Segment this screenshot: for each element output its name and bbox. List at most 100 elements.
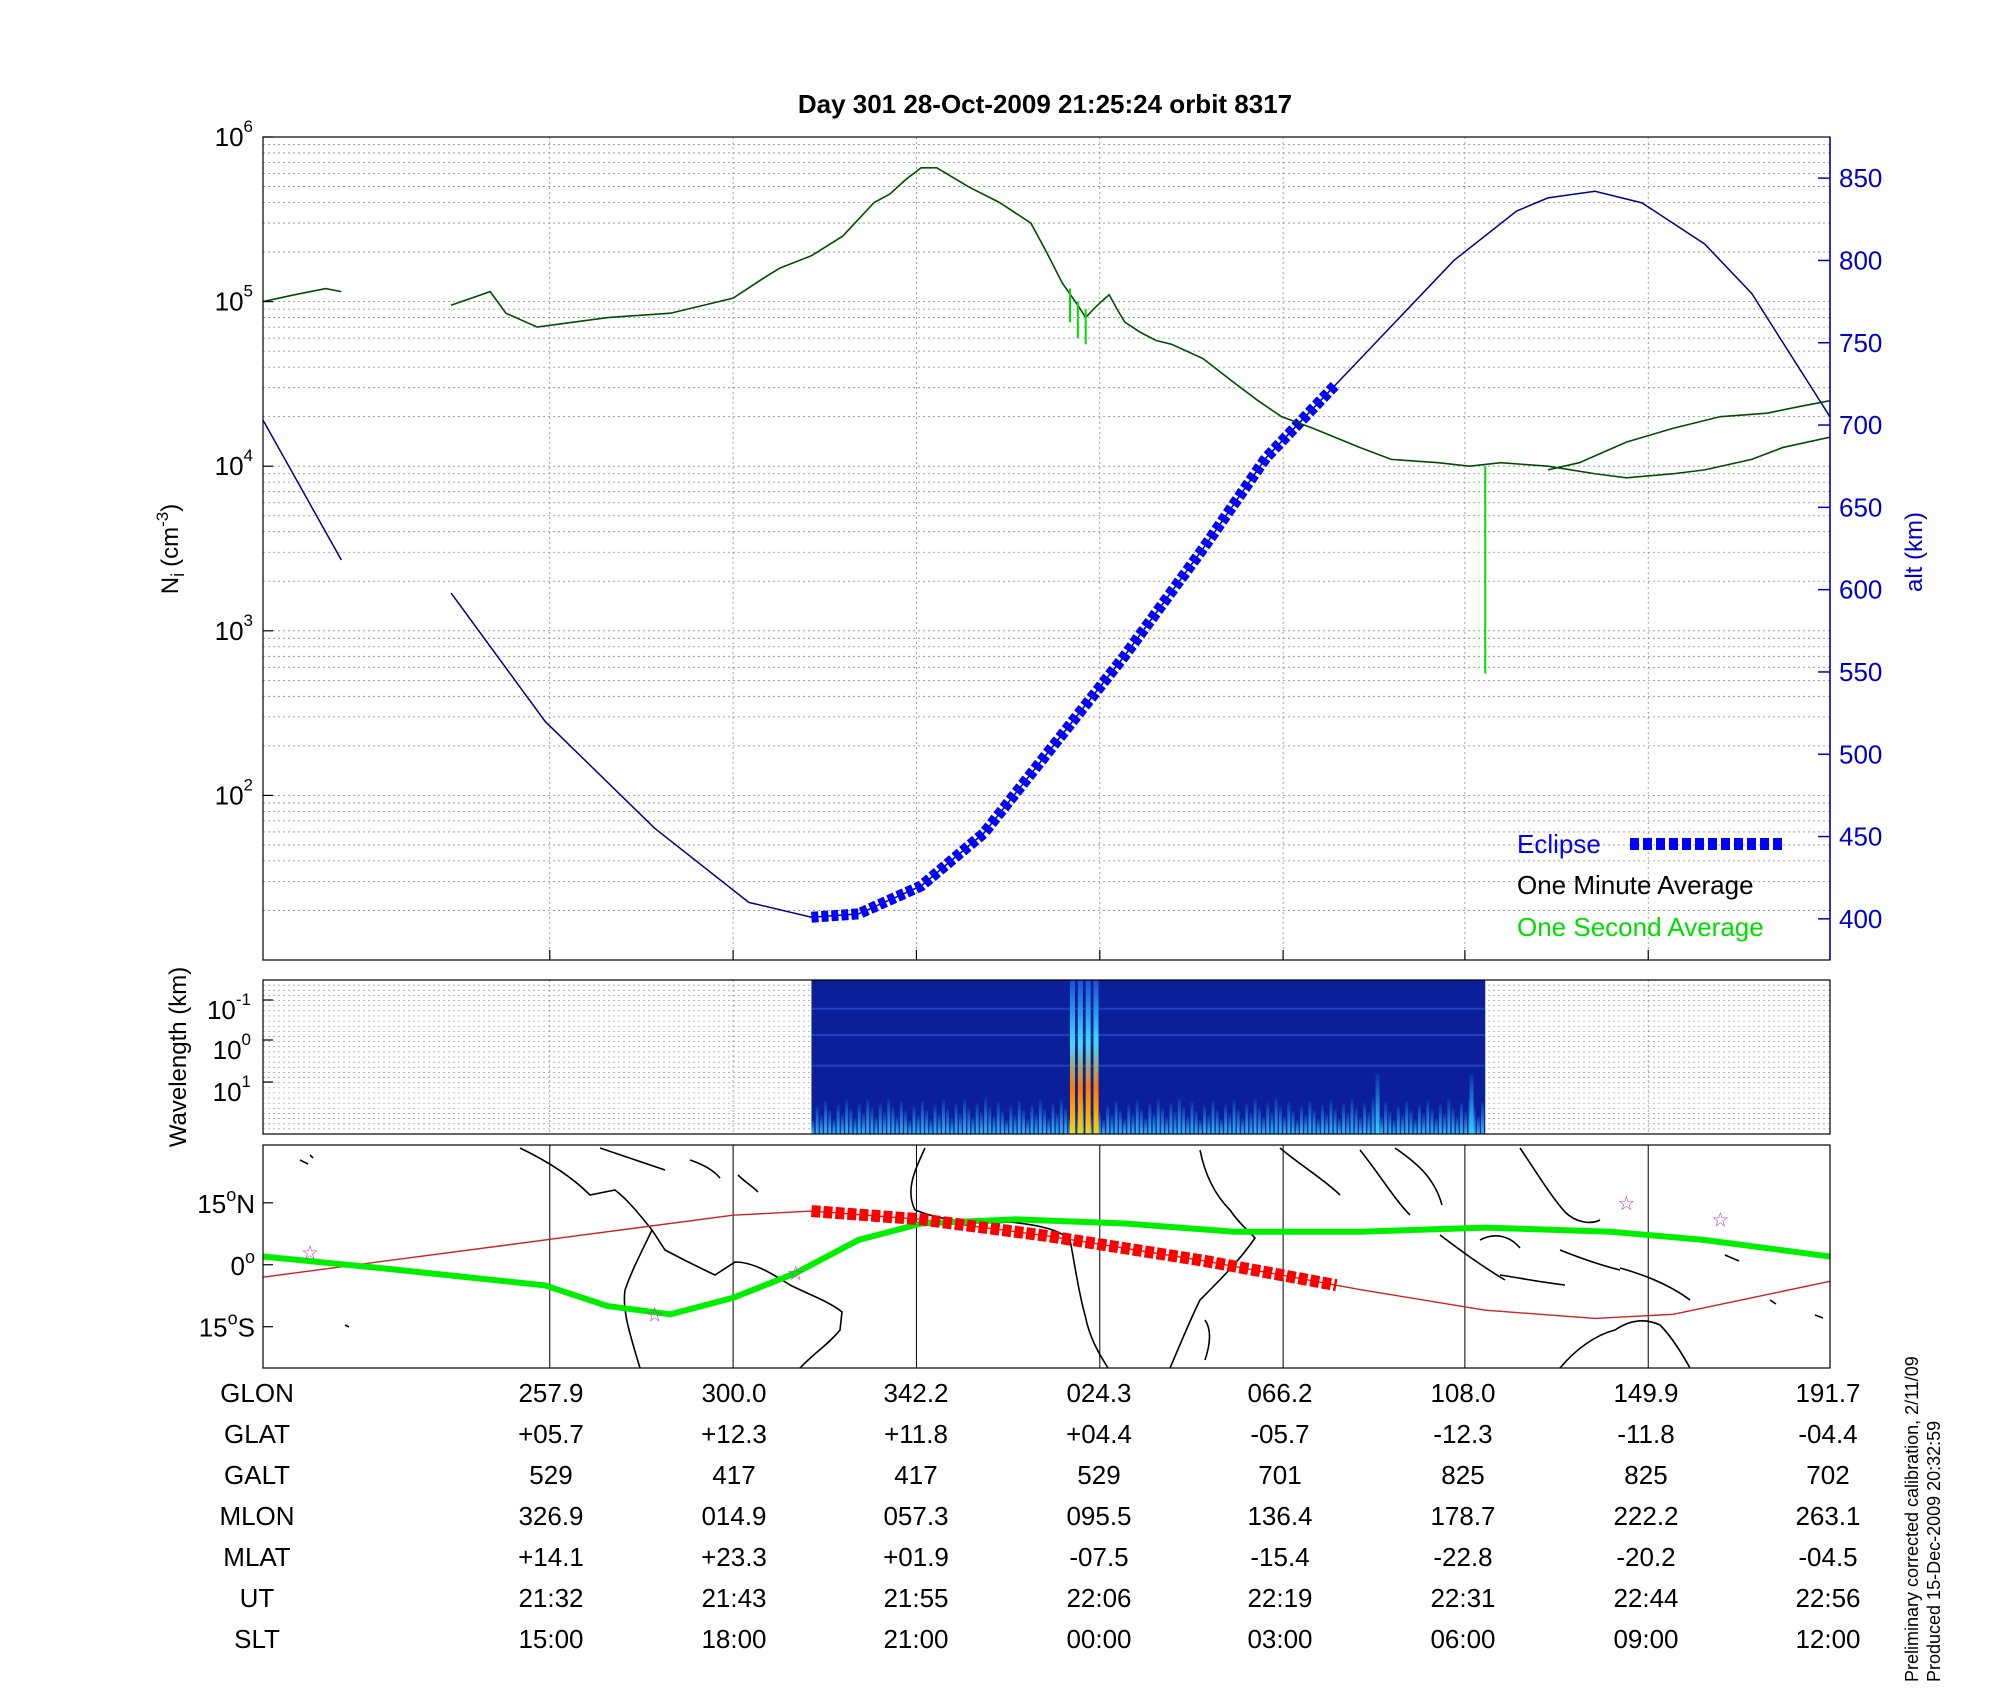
table-cell: 417: [712, 1460, 755, 1490]
star-marker: ☆: [1617, 1193, 1635, 1215]
density-grid: [263, 137, 1830, 961]
spectrogram-column: [1274, 1098, 1278, 1134]
spectrogram-image: [811, 980, 1486, 1134]
spectrogram-column: [1190, 1102, 1194, 1134]
spectrogram-column: [1144, 1118, 1148, 1134]
table-cell: 149.9: [1613, 1378, 1678, 1408]
y2-tick-label: 700: [1839, 410, 1882, 440]
spectrogram-column: [1426, 1100, 1430, 1134]
spectrogram-column: [1443, 1113, 1447, 1134]
spectrogram-column: [1354, 1108, 1358, 1134]
table-cell: 178.7: [1430, 1501, 1495, 1531]
spectrogram-column: [1405, 1101, 1409, 1134]
one-minute-line: [263, 287, 342, 303]
one-second-spikes: [1069, 288, 1487, 674]
star-marker: ☆: [1711, 1209, 1729, 1231]
spectrogram-column: [904, 1111, 908, 1134]
spectrogram-column: [1165, 1117, 1169, 1134]
star-markers: ☆ ☆ ☆ ☆ ☆: [301, 1193, 1729, 1327]
table-cell: 21:43: [701, 1583, 766, 1613]
table-row-label: GALT: [224, 1460, 290, 1490]
spectrogram-column: [1123, 1119, 1127, 1134]
legend-one-minute-label: One Minute Average: [1517, 870, 1754, 900]
table-row-label: UT: [240, 1583, 275, 1613]
spectrogram-column: [1447, 1099, 1451, 1134]
spectrogram-column: [836, 1105, 840, 1134]
table-cell: +23.3: [701, 1542, 767, 1572]
spectrogram-column: [1337, 1118, 1341, 1134]
spectrogram-ylabel: Wavelength (km): [165, 967, 192, 1148]
spectrogram-frame: [262, 979, 1831, 1135]
altitude-y-ticks: 400 450 500 550 600 650 700 750 800 850: [1818, 163, 1882, 934]
spectrogram-streak: [811, 1007, 1486, 1010]
spectrogram-column: [1219, 1119, 1223, 1134]
spectrogram-column: [840, 1114, 844, 1134]
table-cell: 024.3: [1066, 1378, 1131, 1408]
spectrogram-column: [819, 1115, 823, 1134]
spectrogram-column: [1283, 1116, 1287, 1134]
star-marker: ☆: [787, 1263, 805, 1285]
spectrogram-column: [929, 1119, 933, 1134]
spectrogram-column: [996, 1102, 1000, 1134]
spectrogram-column: [891, 1107, 895, 1134]
density-y-ticks: 102 103 104 105 106: [215, 117, 273, 810]
spectrogram-panel: 10-1 100 101 Wavelength (km): [165, 967, 1831, 1148]
spectrogram-column: [874, 1117, 878, 1134]
spectrogram-y-ticks: 10-1 100 101: [207, 990, 273, 1107]
map-y-tick-label: 15oN: [197, 1185, 255, 1219]
y2-tick-label: 400: [1839, 904, 1882, 934]
spectrogram-column: [1472, 1107, 1476, 1134]
orbit-table: GLON 257.9 300.0 342.2 024.3 066.2 108.0 149.9 1…: [219, 1378, 1860, 1654]
table-cell: 095.5: [1066, 1501, 1131, 1531]
spectrogram-column: [1481, 1102, 1484, 1134]
spectrogram-column: [1009, 1106, 1013, 1134]
table-cell: -11.8: [1617, 1419, 1674, 1449]
table-cell: +11.8: [884, 1419, 948, 1449]
spectrogram-column: [832, 1119, 836, 1134]
altitude-line-1: [263, 419, 343, 561]
map-y-ticks: 15oN 0o 15oS: [197, 1185, 273, 1343]
spectrogram-column: [1186, 1116, 1190, 1134]
spectrogram-column: [1022, 1110, 1025, 1134]
spectrogram-column: [1173, 1112, 1177, 1134]
coastline-islands: [299, 1154, 1824, 1328]
spectrogram-column: [1367, 1112, 1371, 1134]
table-cell: -05.7: [1250, 1419, 1309, 1449]
spectrogram-column: [1194, 1111, 1198, 1134]
spectrogram-column: [1388, 1111, 1392, 1134]
spectrogram-column: [1249, 1113, 1253, 1134]
spectrogram-column: [824, 1101, 828, 1134]
map-frame: [262, 1144, 1831, 1369]
star-marker: ☆: [646, 1304, 664, 1326]
spectrogram-column: [1396, 1106, 1400, 1134]
spectrogram-column: [1114, 1101, 1118, 1134]
spectrogram-column: [1177, 1098, 1181, 1134]
spectrogram-column: [1000, 1111, 1004, 1134]
spectrogram-column: [1160, 1108, 1164, 1134]
spectrogram-column: [1013, 1115, 1017, 1134]
spectrogram-column: [1224, 1105, 1228, 1134]
table-cell: 22:06: [1066, 1583, 1131, 1613]
table-cell: -04.4: [1798, 1419, 1857, 1449]
spectrogram-column: [1064, 1108, 1068, 1134]
table-cell: 014.9: [701, 1501, 766, 1531]
spectrogram-column: [1131, 1114, 1135, 1134]
table-cell: 702: [1806, 1460, 1849, 1490]
spectrogram-column: [1413, 1119, 1417, 1134]
spectrogram-column: [1005, 1120, 1009, 1134]
spectrogram-column: [1026, 1119, 1030, 1134]
legend-one-second-label: One Second Average: [1517, 912, 1764, 942]
table-cell: 342.2: [883, 1378, 948, 1408]
spectrogram-column: [1106, 1106, 1110, 1134]
map-panel: ☆ ☆ ☆ ☆ ☆ 15oN 0o 15oS: [197, 1144, 1831, 1369]
table-cell: 21:00: [883, 1624, 948, 1654]
spectrogram-column: [920, 1101, 924, 1134]
table-cell: 03:00: [1247, 1624, 1312, 1654]
spectrogram-column: [1342, 1104, 1346, 1134]
table-cell: 057.3: [883, 1501, 948, 1531]
spec-y-tick-label: 100: [213, 1030, 251, 1065]
spectrogram-column: [946, 1109, 950, 1134]
spectrogram-column: [908, 1120, 912, 1134]
spectrogram-column: [853, 1118, 857, 1134]
spectrogram-column: [950, 1118, 954, 1134]
